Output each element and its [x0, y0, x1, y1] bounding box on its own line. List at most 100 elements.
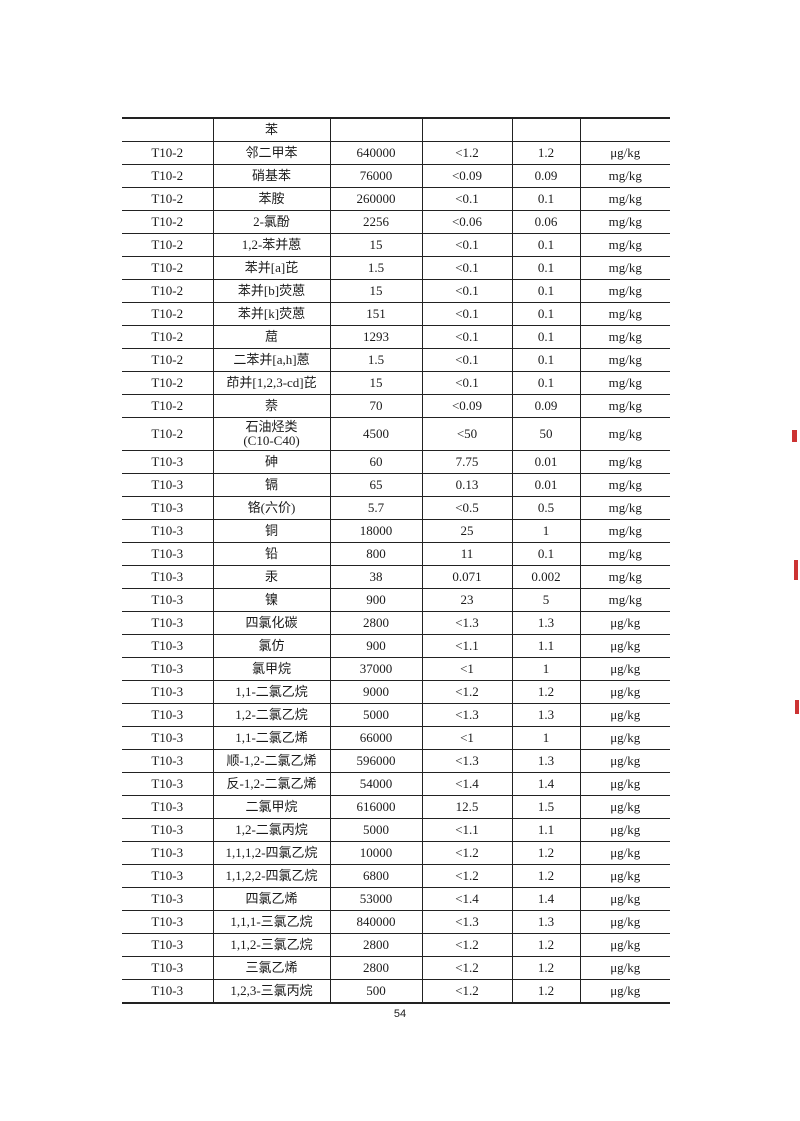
detection-limit-cell: 1.3 [511, 703, 581, 727]
detection-limit-cell: 1.5 [511, 795, 581, 819]
result-cell: <1.3 [421, 749, 513, 773]
table-row: T10-3 氯甲烷 37000 <1 1 μg/kg [122, 657, 670, 681]
screening-value-cell: 65 [329, 473, 423, 497]
unit-cell: mg/kg [579, 394, 670, 418]
result-cell: 0.13 [421, 473, 513, 497]
analyte-cell: 铬(六价) [212, 496, 331, 520]
unit-cell: mg/kg [579, 325, 670, 349]
screening-value-cell: 500 [329, 979, 423, 1004]
screening-value-cell: 1.5 [329, 348, 423, 372]
table-row: T10-3 汞 38 0.071 0.002 mg/kg [122, 565, 670, 589]
analyte-cell: 1,2-二氯丙烷 [212, 818, 331, 842]
result-cell: <1.3 [421, 910, 513, 934]
detection-limit-cell: 1 [511, 726, 581, 750]
table-row: T10-2 苯并[a]芘 1.5 <0.1 0.1 mg/kg [122, 256, 670, 280]
unit-cell: μg/kg [579, 933, 670, 957]
detection-limit-cell: 0.1 [511, 233, 581, 257]
table-row: T10-3 顺-1,2-二氯乙烯 596000 <1.3 1.3 μg/kg [122, 749, 670, 773]
sample-id-cell: T10-2 [122, 394, 214, 418]
screening-value-cell: 10000 [329, 841, 423, 865]
analyte-cell: 苯并[k]荧蒽 [212, 302, 331, 326]
result-cell: <1.3 [421, 703, 513, 727]
sample-id-cell: T10-3 [122, 772, 214, 796]
screening-value-cell: 5000 [329, 703, 423, 727]
result-cell: <0.09 [421, 164, 513, 188]
detection-limit-cell: 1.2 [511, 933, 581, 957]
table-row: T10-2 萘 70 <0.09 0.09 mg/kg [122, 394, 670, 418]
unit-cell: mg/kg [579, 519, 670, 543]
detection-limit-cell: 0.5 [511, 496, 581, 520]
table-row: T10-3 铜 18000 25 1 mg/kg [122, 519, 670, 543]
unit-cell: μg/kg [579, 726, 670, 750]
screening-value-cell: 6800 [329, 864, 423, 888]
detection-limit-cell [511, 117, 581, 142]
result-cell: 0.071 [421, 565, 513, 589]
table-row: T10-3 氯仿 900 <1.1 1.1 μg/kg [122, 634, 670, 658]
detection-limit-cell: 0.01 [511, 473, 581, 497]
detection-limit-cell: 1.4 [511, 772, 581, 796]
unit-cell: mg/kg [579, 256, 670, 280]
table-row: T10-3 1,1-二氯乙烯 66000 <1 1 μg/kg [122, 726, 670, 750]
table-row: T10-3 1,2-二氯丙烷 5000 <1.1 1.1 μg/kg [122, 818, 670, 842]
sample-id-cell: T10-3 [122, 841, 214, 865]
table-row: T10-3 镍 900 23 5 mg/kg [122, 588, 670, 612]
analyte-cell: 四氯乙烯 [212, 887, 331, 911]
detection-limit-cell: 0.1 [511, 348, 581, 372]
analyte-cell: 砷 [212, 450, 331, 474]
sample-id-cell: T10-3 [122, 565, 214, 589]
unit-cell: μg/kg [579, 910, 670, 934]
unit-cell [579, 117, 670, 142]
result-cell: 11 [421, 542, 513, 566]
table-row: T10-2 苯并[k]荧蒽 151 <0.1 0.1 mg/kg [122, 302, 670, 326]
detection-limit-cell: 1.2 [511, 141, 581, 165]
detection-limit-cell: 5 [511, 588, 581, 612]
table-row: 苯 [122, 117, 670, 142]
scan-edge-mark [792, 430, 797, 442]
table-row: T10-2 茚并[1,2,3-cd]芘 15 <0.1 0.1 mg/kg [122, 371, 670, 395]
analyte-cell: 顺-1,2-二氯乙烯 [212, 749, 331, 773]
scan-edge-mark [794, 560, 798, 580]
analyte-cell: 1,1,2,2-四氯乙烷 [212, 864, 331, 888]
table-row: T10-2 二苯并[a,h]蒽 1.5 <0.1 0.1 mg/kg [122, 348, 670, 372]
table-row: T10-3 1,1,2-三氯乙烷 2800 <1.2 1.2 μg/kg [122, 933, 670, 957]
detection-limit-cell: 1.2 [511, 956, 581, 980]
unit-cell: μg/kg [579, 841, 670, 865]
screening-value-cell: 70 [329, 394, 423, 418]
unit-cell: mg/kg [579, 450, 670, 474]
unit-cell: μg/kg [579, 611, 670, 635]
analyte-cell: 汞 [212, 565, 331, 589]
analyte-cell: 1,2-二氯乙烷 [212, 703, 331, 727]
table-row: T10-3 四氯化碳 2800 <1.3 1.3 μg/kg [122, 611, 670, 635]
table-row: T10-3 砷 60 7.75 0.01 mg/kg [122, 450, 670, 474]
result-cell [421, 117, 513, 142]
detection-limit-cell: 0.1 [511, 325, 581, 349]
table-row: T10-3 1,1-二氯乙烷 9000 <1.2 1.2 μg/kg [122, 680, 670, 704]
table-row: T10-3 铅 800 11 0.1 mg/kg [122, 542, 670, 566]
sample-id-cell: T10-3 [122, 703, 214, 727]
unit-cell: mg/kg [579, 187, 670, 211]
analyte-cell: 反-1,2-二氯乙烯 [212, 772, 331, 796]
result-cell: <1 [421, 726, 513, 750]
result-cell: <1.1 [421, 818, 513, 842]
detection-limit-cell: 0.1 [511, 542, 581, 566]
screening-value-cell: 54000 [329, 772, 423, 796]
result-cell: <1.2 [421, 864, 513, 888]
screening-value-cell: 76000 [329, 164, 423, 188]
sample-id-cell: T10-3 [122, 473, 214, 497]
analyte-cell: 三氯乙烯 [212, 956, 331, 980]
result-cell: <1.2 [421, 956, 513, 980]
screening-value-cell: 5000 [329, 818, 423, 842]
detection-limit-cell: 1.1 [511, 634, 581, 658]
result-cell: 12.5 [421, 795, 513, 819]
result-cell: <1.2 [421, 141, 513, 165]
analyte-cell: 氯仿 [212, 634, 331, 658]
detection-limit-cell: 1.2 [511, 841, 581, 865]
analyte-cell: 苯并[a]芘 [212, 256, 331, 280]
unit-cell: mg/kg [579, 496, 670, 520]
result-cell: <0.1 [421, 348, 513, 372]
sample-id-cell: T10-2 [122, 210, 214, 234]
page-number: 54 [393, 1008, 407, 1020]
analyte-cell: 苯胺 [212, 187, 331, 211]
sample-id-cell: T10-2 [122, 164, 214, 188]
table-row: T10-3 铬(六价) 5.7 <0.5 0.5 mg/kg [122, 496, 670, 520]
